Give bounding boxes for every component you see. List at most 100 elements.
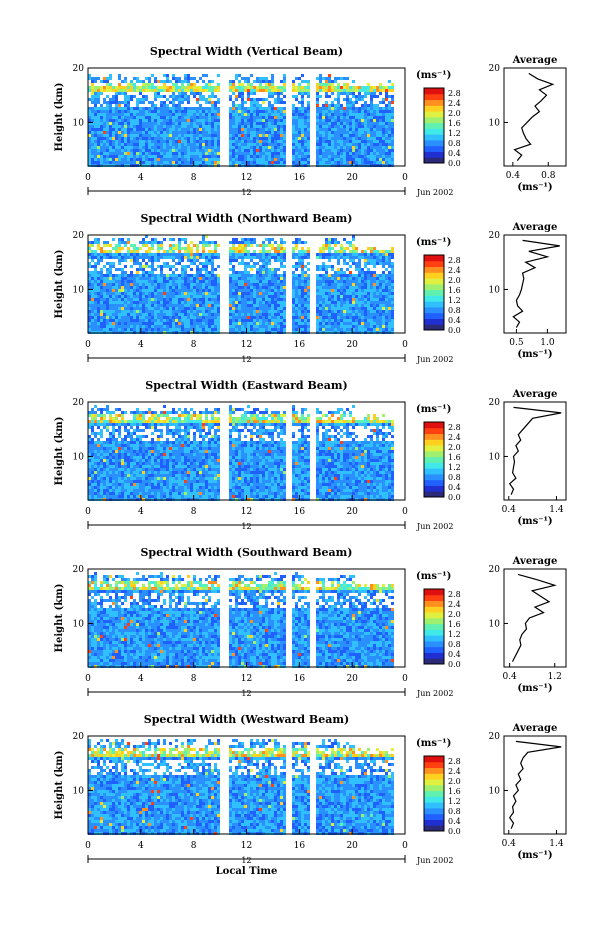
colorbar-tick-label: 2.8: [448, 256, 461, 265]
average-profile-line: [508, 406, 562, 495]
average-frame: [503, 234, 567, 334]
colorbar-segment: [424, 600, 444, 607]
average-x-label: (ms⁻¹): [517, 349, 552, 360]
date-marker: 12: [241, 856, 251, 865]
x-tick-label: 8: [191, 507, 197, 517]
average-frame: [503, 67, 567, 167]
colorbar-tick-label: 1.6: [448, 453, 461, 462]
colorbar-segment: [424, 145, 444, 152]
colorbar-segment: [424, 260, 444, 268]
colorbar-segment: [424, 134, 444, 141]
colorbar-tick-label: 2.8: [448, 757, 461, 766]
colorbar-tick-label: 0.4: [448, 149, 461, 158]
average-x-tick-label: 1.0: [540, 338, 555, 348]
colorbar-tick-label: 1.6: [448, 787, 461, 796]
colorbar-frame: [423, 421, 445, 498]
colorbar-segment: [424, 122, 444, 129]
colorbar-tick-label: 1.2: [448, 630, 461, 639]
x-tick-label: 8: [191, 173, 197, 183]
y-tick-label: 20: [73, 231, 85, 241]
colorbar-segment: [424, 278, 444, 285]
colorbar-segment: [424, 756, 444, 763]
y-tick-label: 10: [73, 285, 85, 295]
date-marker: 12: [241, 355, 251, 364]
date-marker: 12: [241, 188, 251, 197]
x-tick-label: 4: [138, 173, 144, 183]
y-tick-label: 20: [73, 398, 85, 408]
colorbar-tick-label: 0.4: [448, 650, 461, 659]
x-tick-label: 4: [138, 841, 144, 851]
colorbar-segment: [424, 255, 444, 262]
colorbar-tick-label: 0.8: [448, 139, 461, 148]
average-x-tick-label: 0.4: [502, 672, 517, 682]
average-y-tick-label: 20: [489, 231, 501, 241]
colorbar-segment: [424, 606, 444, 613]
x-tick-label: 16: [294, 674, 306, 684]
heatmap-field: [88, 74, 394, 167]
panel-1: Spectral Width (Northward Beam) 20 10 Heigh…: [54, 212, 567, 364]
average-y-tick-label: 20: [489, 398, 501, 408]
colorbar-tick-label: 0.0: [448, 326, 461, 335]
x-tick-label: 12: [241, 340, 252, 350]
average-title: Average: [512, 723, 558, 734]
colorbar-segment: [424, 289, 444, 296]
colorbar-segment: [424, 318, 444, 325]
x-tick-label: 12: [241, 173, 252, 183]
heatmap-field: [88, 235, 394, 334]
colorbar-tick-label: 0.4: [448, 316, 461, 325]
colorbar-segment: [424, 773, 444, 780]
colorbar-tick-label: 2.0: [448, 276, 461, 285]
colorbar-segment: [424, 617, 444, 625]
average-x-tick-label: 0.4: [506, 171, 521, 181]
colorbar-tick-label: 2.8: [448, 590, 461, 599]
y-tick-label: 10: [73, 452, 85, 462]
colorbar-tick-label: 0.8: [448, 306, 461, 315]
colorbar-segment: [424, 422, 444, 429]
colorbar-segment: [424, 779, 444, 786]
average-y-tick-label: 10: [489, 118, 501, 128]
colorbar-segment: [424, 652, 444, 659]
colorbar-segment: [424, 658, 444, 665]
colorbar-segment: [424, 796, 444, 803]
average-title: Average: [512, 389, 558, 400]
colorbar-segment: [424, 324, 444, 331]
colorbar-segment: [424, 312, 444, 319]
y-axis-label: Height (km): [54, 250, 65, 319]
colorbar-segment: [424, 151, 444, 158]
heatmap-field: [88, 739, 394, 835]
y-tick-label: 20: [73, 565, 85, 575]
colorbar-frame: [423, 755, 445, 832]
colorbar-tick-label: 1.2: [448, 129, 461, 138]
average-frame: [503, 735, 567, 835]
colorbar-segment: [424, 790, 444, 797]
average-title: Average: [512, 556, 558, 567]
colorbar-segment: [424, 819, 444, 826]
colorbar-tick-label: 0.8: [448, 473, 461, 482]
colorbar-frame: [423, 254, 445, 331]
colorbar-tick-label: 1.6: [448, 286, 461, 295]
colorbar-tick-label: 1.6: [448, 119, 461, 128]
x-tick-label: 0: [402, 841, 408, 851]
average-profile-line: [511, 573, 557, 662]
colorbar-tick-label: 2.8: [448, 89, 461, 98]
x-tick-label: 20: [346, 674, 358, 684]
colorbar-tick-label: 2.4: [448, 767, 461, 776]
x-tick-label: 0: [85, 507, 91, 517]
average-profile-line: [512, 239, 560, 328]
colorbar-tick-label: 0.4: [448, 483, 461, 492]
x-tick-label: 8: [191, 841, 197, 851]
colorbar-tick-label: 0.0: [448, 159, 461, 168]
colorbar-segment: [424, 646, 444, 653]
x-axis-label: Local Time: [216, 866, 278, 877]
colorbar-tick-label: 0.0: [448, 660, 461, 669]
colorbar-segment: [424, 301, 444, 308]
colorbar-tick-label: 2.4: [448, 600, 461, 609]
panel-title: Spectral Width (Northward Beam): [141, 212, 353, 225]
panel-title: Spectral Width (Eastward Beam): [145, 379, 347, 392]
average-x-tick-label: 0.8: [541, 171, 556, 181]
average-y-tick-label: 10: [489, 786, 501, 796]
x-tick-label: 0: [85, 674, 91, 684]
panel-2: Spectral Width (Eastward Beam) 20 10 Height…: [54, 379, 567, 531]
average-x-label: (ms⁻¹): [517, 850, 552, 861]
